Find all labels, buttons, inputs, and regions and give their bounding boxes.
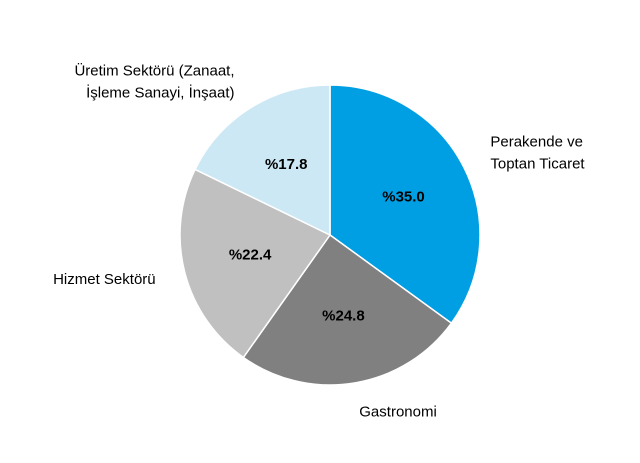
value-label: %22.4 — [229, 246, 272, 263]
value-label: %35.0 — [382, 189, 425, 206]
pie-slice — [242, 233, 453, 386]
value-label: %17.8 — [265, 156, 308, 173]
pie-slice — [194, 84, 331, 237]
category-label: Perakende ve Toptan Ticaret — [490, 133, 585, 172]
category-label: Hizmet Sektörü — [53, 271, 156, 288]
pie-slice — [329, 84, 481, 325]
category-label: Gastronomi — [359, 404, 437, 421]
category-label: Üretim Sektörü (Zanaat, İşleme Sanayi, İn… — [74, 61, 234, 101]
pie-slice — [179, 168, 332, 359]
value-label: %24.8 — [322, 307, 365, 324]
